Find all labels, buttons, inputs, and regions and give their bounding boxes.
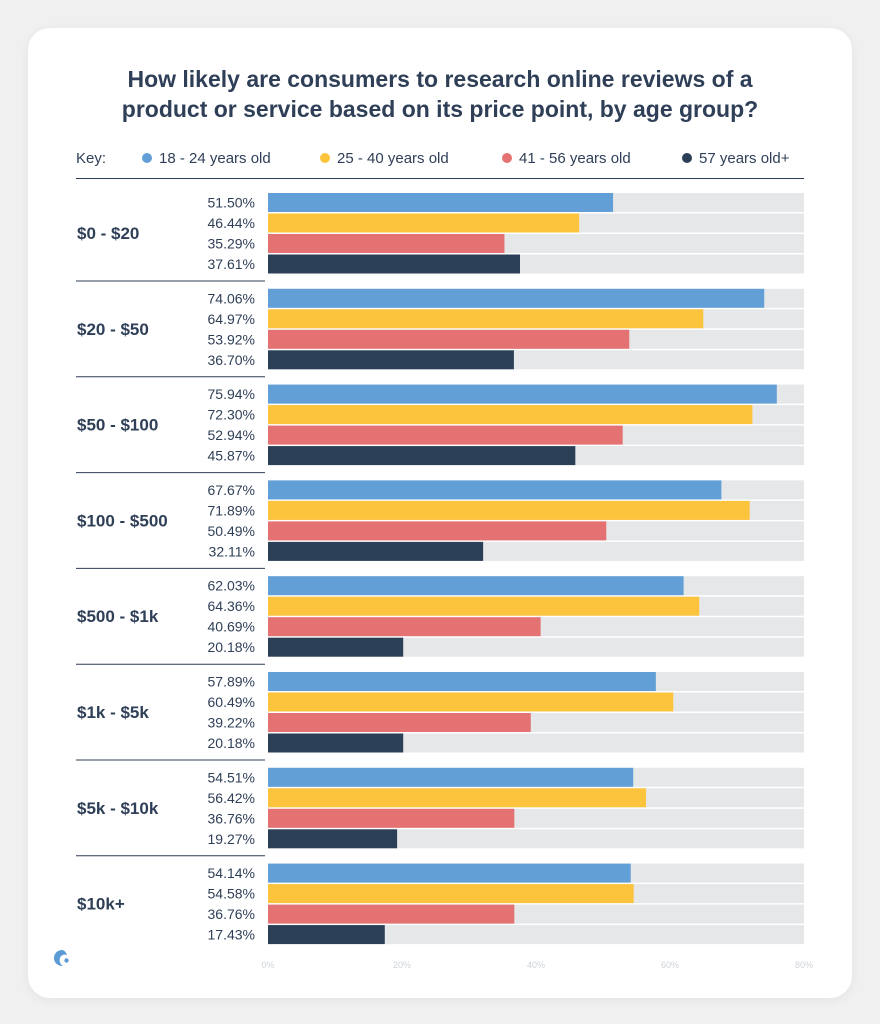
- value-label: 67.67%: [208, 482, 255, 498]
- legend-label-57-plus: 57 years old+: [699, 150, 790, 167]
- bar: [268, 692, 674, 712]
- legend-item-18-24: 18 - 24 years old: [142, 150, 271, 167]
- value-label: 37.61%: [208, 256, 255, 272]
- x-tick-label: 60%: [661, 960, 679, 970]
- x-tick-label: 0%: [261, 960, 274, 970]
- legend-key-label: Key:: [76, 150, 107, 167]
- bar-track: [268, 925, 804, 945]
- x-tick-label: 40%: [527, 960, 545, 970]
- legend-label-18-24: 18 - 24 years old: [159, 150, 271, 167]
- bar: [268, 350, 514, 370]
- bar: [268, 829, 398, 849]
- legend-divider: [76, 178, 804, 179]
- value-label: 52.94%: [208, 427, 255, 443]
- x-tick-label: 20%: [393, 960, 411, 970]
- value-label: 50.49%: [208, 523, 255, 539]
- bar: [268, 788, 647, 808]
- bar: [268, 767, 634, 787]
- bar: [268, 480, 722, 500]
- value-label: 74.06%: [208, 290, 255, 306]
- chart-title-line-1: How likely are consumers to research onl…: [127, 66, 753, 92]
- x-tick-label: 80%: [795, 960, 813, 970]
- bar: [268, 617, 541, 637]
- value-label: 46.44%: [208, 215, 255, 231]
- category-label: $1k - $5k: [77, 703, 149, 722]
- bar: [268, 329, 630, 349]
- value-label: 54.51%: [208, 769, 255, 785]
- bar-track: [268, 829, 804, 849]
- bar: [268, 637, 404, 657]
- bar: [268, 288, 765, 308]
- value-label: 57.89%: [208, 674, 255, 690]
- value-label: 20.18%: [208, 639, 255, 655]
- bar: [268, 446, 576, 466]
- value-label: 45.87%: [208, 448, 255, 464]
- category-label: $20 - $50: [77, 320, 149, 339]
- bar: [268, 309, 704, 329]
- category-label: $50 - $100: [77, 416, 158, 435]
- value-label: 60.49%: [208, 694, 255, 710]
- legend-item-41-56: 41 - 56 years old: [502, 150, 631, 167]
- bar: [268, 254, 520, 274]
- bar: [268, 925, 385, 945]
- value-label: 53.92%: [208, 331, 255, 347]
- value-label: 20.18%: [208, 735, 255, 751]
- value-label: 51.50%: [208, 195, 255, 211]
- legend: Key: 18 - 24 years old 25 - 40 years old…: [76, 148, 804, 172]
- bar: [268, 863, 631, 883]
- bar: [268, 713, 531, 732]
- bar: [268, 541, 484, 561]
- legend-swatch-18-24: [142, 153, 152, 163]
- bar: [268, 808, 515, 828]
- value-label: 39.22%: [208, 715, 255, 731]
- value-label: 75.94%: [208, 386, 255, 402]
- value-label: 64.36%: [208, 598, 255, 614]
- brand-logo-icon: [54, 950, 69, 966]
- legend-item-25-40: 25 - 40 years old: [320, 150, 449, 167]
- bar: [268, 521, 607, 541]
- bar: [268, 384, 777, 404]
- value-label: 54.14%: [208, 865, 255, 881]
- bar: [268, 596, 700, 616]
- value-label: 35.29%: [208, 236, 255, 252]
- value-label: 54.58%: [208, 886, 255, 902]
- bar: [268, 884, 634, 904]
- legend-swatch-41-56: [502, 153, 512, 163]
- value-label: 71.89%: [208, 502, 255, 518]
- category-label: $10k+: [77, 895, 125, 914]
- chart-title-line-2: product or service based on its price po…: [121, 96, 759, 122]
- bar: [268, 576, 684, 596]
- bar: [268, 500, 750, 520]
- value-label: 36.76%: [208, 906, 255, 922]
- value-label: 36.70%: [208, 352, 255, 368]
- value-label: 36.76%: [208, 810, 255, 826]
- bar: [268, 234, 505, 253]
- category-label: $0 - $20: [77, 224, 139, 243]
- legend-swatch-57-plus: [682, 153, 692, 163]
- value-label: 32.11%: [209, 543, 255, 559]
- value-label: 19.27%: [208, 831, 255, 847]
- bar: [268, 213, 580, 233]
- value-label: 17.43%: [208, 927, 255, 943]
- chart-title: How likely are consumers to research onl…: [50, 64, 830, 124]
- bar: [268, 733, 404, 753]
- legend-label-41-56: 41 - 56 years old: [519, 150, 631, 167]
- value-label: 40.69%: [208, 619, 255, 635]
- value-label: 72.30%: [208, 407, 255, 423]
- value-label: 62.03%: [208, 578, 255, 594]
- value-label: 56.42%: [208, 790, 255, 806]
- bar: [268, 904, 515, 924]
- bar: [268, 425, 623, 445]
- bar: [268, 672, 656, 691]
- bar: [268, 193, 614, 212]
- legend-item-57-plus: 57 years old+: [682, 150, 789, 167]
- category-label: $5k - $10k: [77, 799, 159, 818]
- legend-label-25-40: 25 - 40 years old: [337, 150, 449, 167]
- value-label: 64.97%: [208, 311, 255, 327]
- category-label: $500 - $1k: [77, 607, 159, 626]
- bar: [268, 405, 753, 425]
- legend-swatch-25-40: [320, 153, 330, 163]
- category-label: $100 - $500: [77, 511, 168, 530]
